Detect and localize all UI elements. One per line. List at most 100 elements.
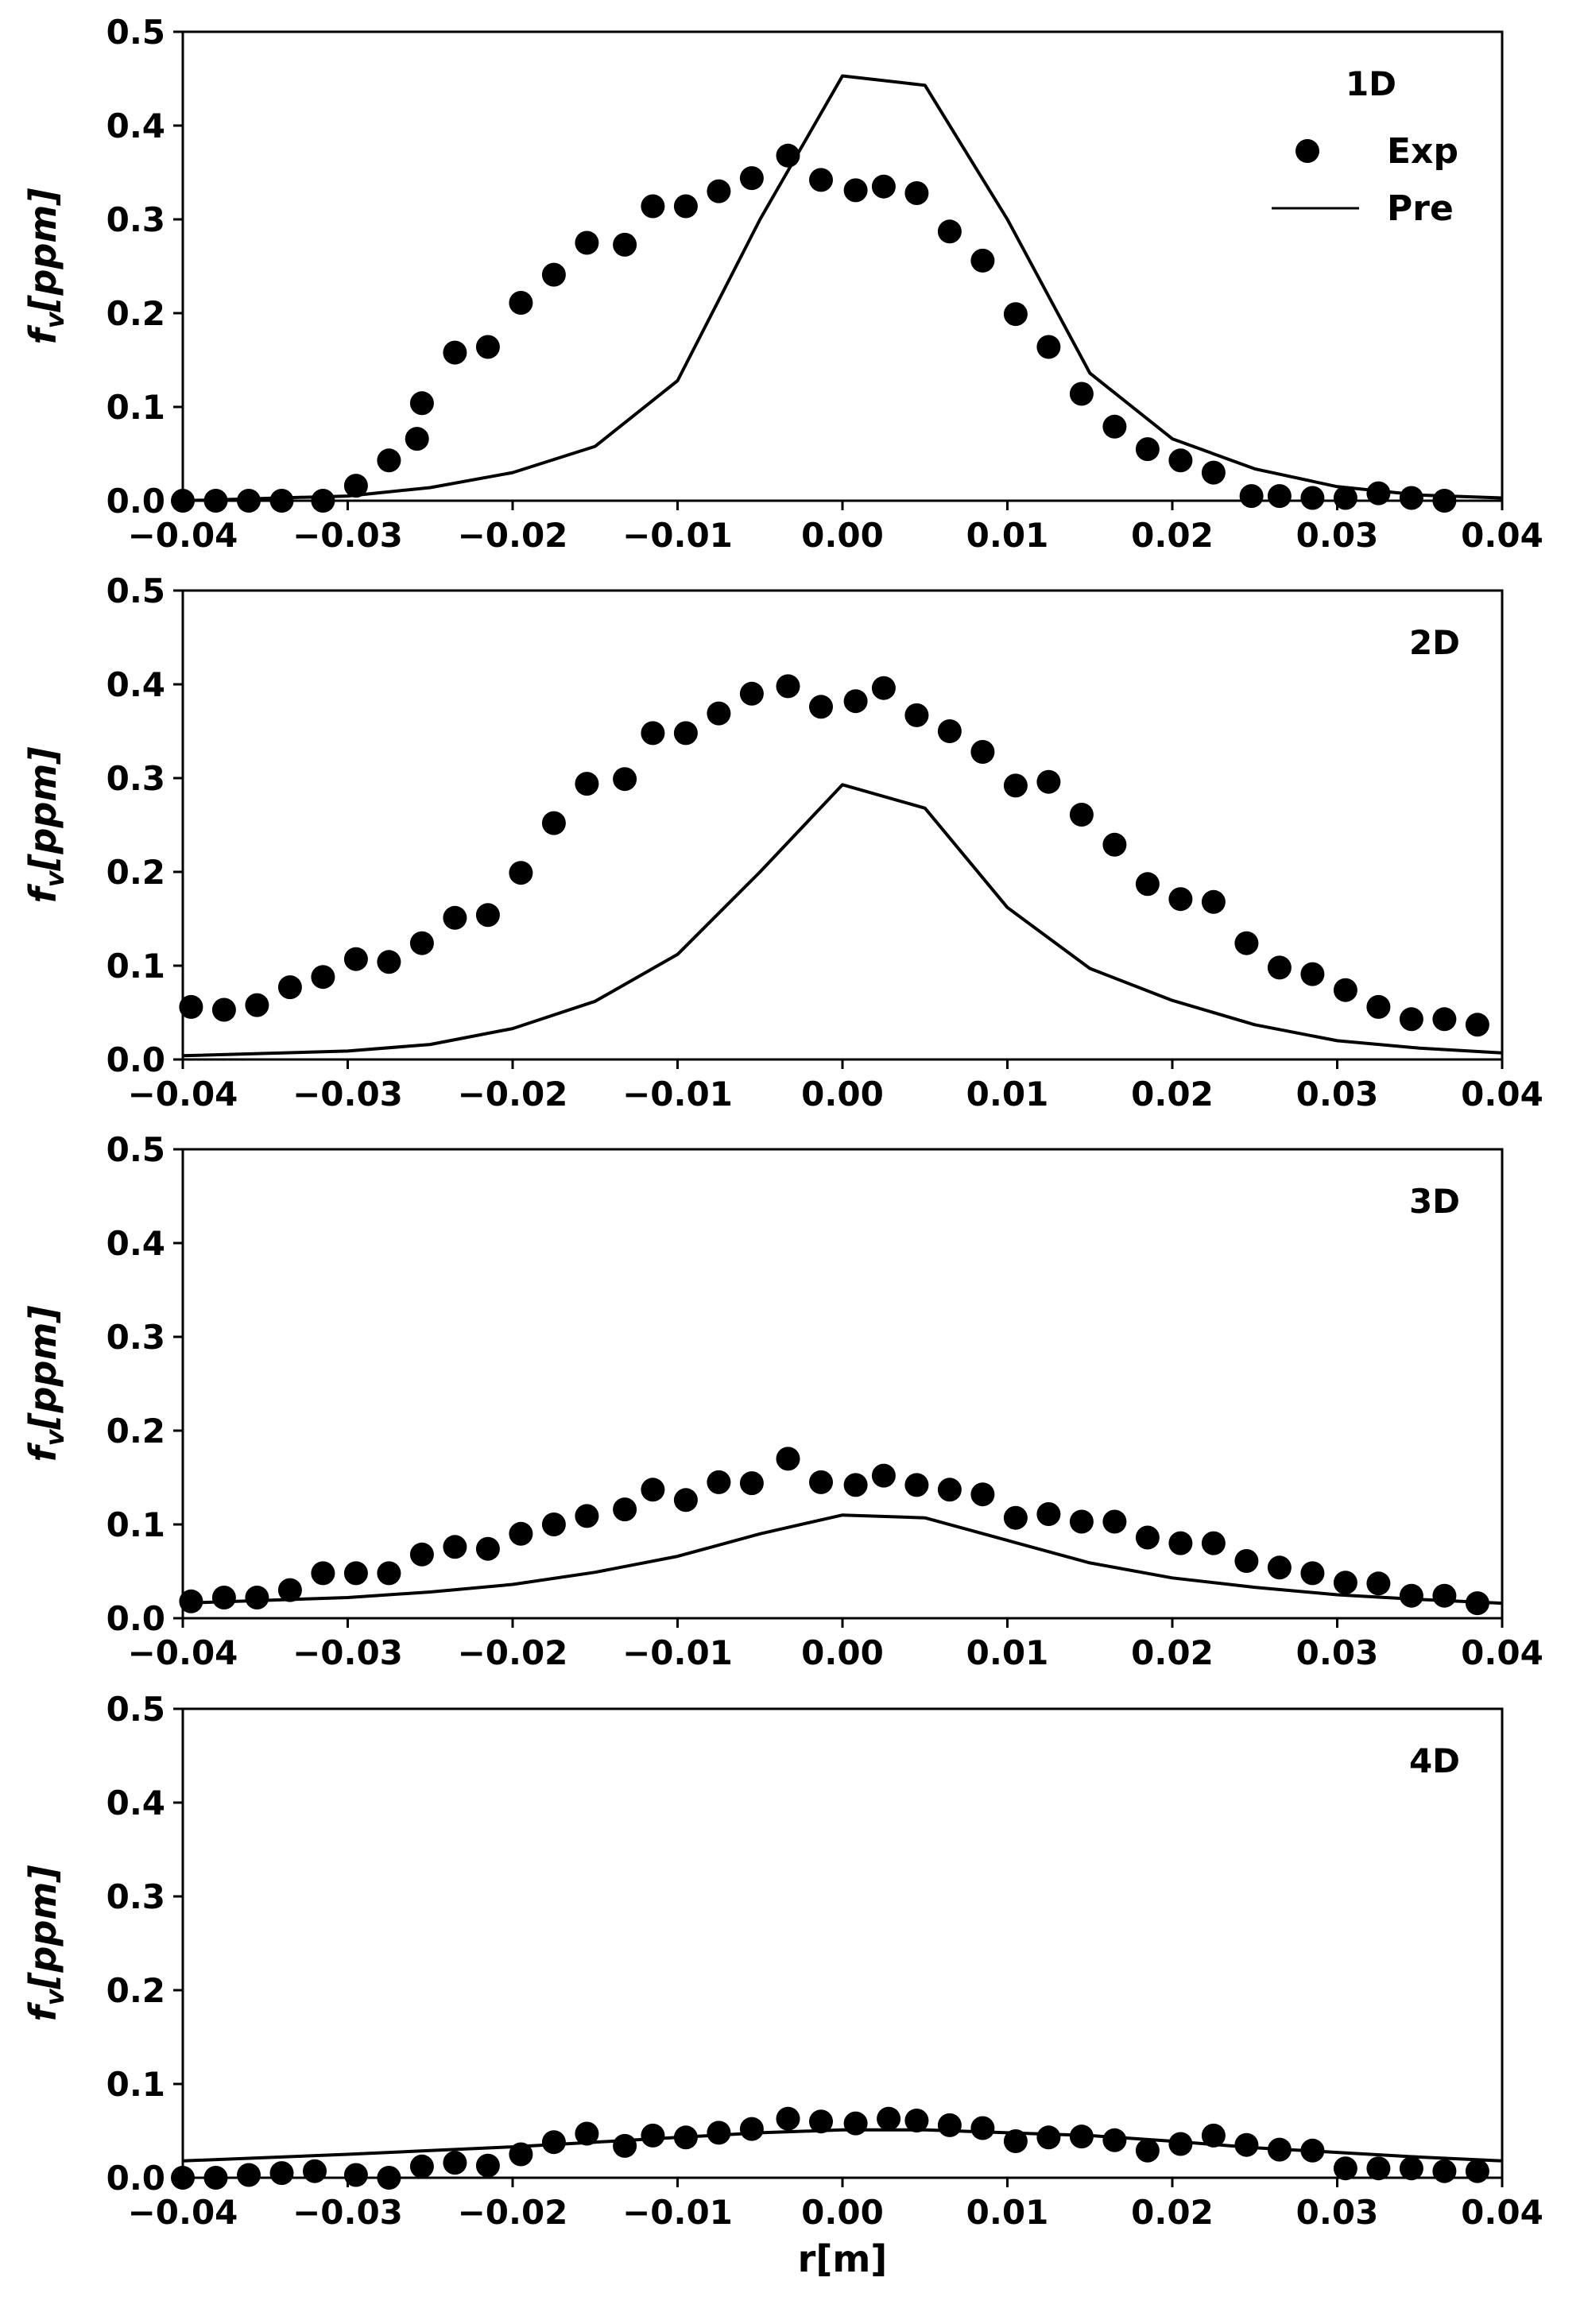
y-tick-label: 0.1 — [107, 388, 165, 427]
x-tick-label: 0.02 — [1131, 1075, 1214, 1114]
x-tick-label: 0.00 — [801, 1633, 884, 1672]
y-tick-label: 0.3 — [107, 1318, 165, 1357]
x-tick-label: −0.04 — [128, 1075, 238, 1114]
data-point-exp — [203, 2166, 228, 2190]
x-tick-label: 0.03 — [1296, 2193, 1379, 2232]
data-point-exp — [1366, 1571, 1391, 1596]
data-point-exp — [377, 2166, 401, 2190]
data-point-exp — [776, 2106, 800, 2131]
y-tick-label: 0.3 — [107, 200, 165, 239]
data-point-exp — [245, 993, 269, 1017]
y-tick-label: 0.4 — [107, 665, 165, 704]
data-point-exp — [1135, 437, 1160, 462]
data-point-exp — [843, 178, 868, 203]
data-point-exp — [405, 427, 429, 451]
plot-frame — [181, 1148, 1504, 1620]
data-point-exp — [1201, 460, 1226, 485]
x-tick-label: −0.02 — [458, 516, 568, 555]
data-point-exp — [1102, 832, 1127, 857]
data-point-exp — [970, 1482, 995, 1507]
data-point-exp — [904, 2109, 929, 2132]
x-tick-label: 0.03 — [1296, 1075, 1379, 1114]
x-tick-label: 0.01 — [966, 2193, 1049, 2232]
data-point-exp — [211, 1586, 236, 1609]
data-point-exp — [707, 2121, 731, 2145]
data-point-exp — [1135, 2138, 1160, 2163]
data-point-exp — [1168, 887, 1193, 912]
data-point-exp — [1102, 2128, 1127, 2152]
x-tick-label: 0.03 — [1296, 516, 1379, 555]
panel-label: 2D — [1409, 623, 1460, 662]
data-point-exp — [1366, 2156, 1391, 2181]
data-point-exp — [707, 179, 731, 203]
y-tick-label: 0.0 — [107, 1040, 165, 1079]
data-point-exp — [409, 2154, 434, 2179]
x-tick-label: 0.03 — [1296, 1633, 1379, 1672]
data-point-exp — [641, 1478, 665, 1502]
data-point-exp — [509, 2142, 533, 2167]
data-point-exp — [739, 1471, 764, 1496]
legend-marker-exp — [1295, 139, 1319, 163]
y-axis-title: fv[ppm] — [21, 747, 70, 904]
data-point-exp — [443, 2151, 467, 2175]
data-point-exp — [970, 248, 995, 273]
x-tick-label: 0.02 — [1131, 516, 1214, 555]
data-point-exp — [1300, 486, 1325, 510]
data-point-exp — [1234, 2132, 1259, 2157]
data-point-exp — [475, 1536, 500, 1561]
data-point-exp — [509, 291, 533, 315]
data-point-exp — [269, 489, 294, 513]
data-point-exp — [1465, 1013, 1489, 1037]
data-point-exp — [1102, 414, 1127, 439]
data-point-exp — [641, 2123, 665, 2148]
data-point-exp — [673, 721, 698, 746]
y-tick-label: 0.5 — [107, 1690, 165, 1729]
x-tick-label: 0.01 — [966, 1633, 1049, 1672]
data-point-exp — [475, 335, 500, 359]
data-point-exp — [1399, 486, 1423, 510]
data-point-exp — [739, 166, 764, 191]
data-point-exp — [1267, 1555, 1292, 1580]
data-point-exp — [1036, 335, 1061, 359]
data-point-exp — [739, 2117, 764, 2141]
data-point-exp — [673, 1488, 698, 1513]
panel-label: 4D — [1409, 1741, 1460, 1780]
data-point-exp — [541, 262, 566, 287]
data-point-exp — [843, 1473, 868, 1497]
data-point-exp — [377, 950, 401, 974]
y-tick-label: 0.4 — [107, 1784, 165, 1822]
data-point-exp — [1168, 1531, 1193, 1555]
data-point-exp — [509, 861, 533, 885]
data-point-exp — [277, 1578, 302, 1602]
x-tick-label: −0.04 — [128, 2193, 238, 2232]
y-tick-label: 0.1 — [107, 1505, 165, 1544]
y-axis-title: fv[ppm] — [21, 1865, 70, 2022]
data-point-exp — [343, 947, 368, 971]
data-point-exp — [575, 2121, 599, 2146]
data-point-exp — [179, 994, 203, 1019]
x-tick-label: −0.03 — [292, 2193, 403, 2232]
data-point-exp — [1135, 872, 1160, 897]
series-line-pre — [182, 783, 1503, 1058]
data-point-exp — [1135, 1525, 1160, 1550]
data-point-exp — [541, 811, 566, 835]
data-point-exp — [475, 903, 500, 928]
data-point-exp — [1003, 1505, 1028, 1530]
data-point-exp — [1300, 962, 1325, 986]
data-point-exp — [377, 448, 401, 473]
data-point-exp — [509, 1521, 533, 1546]
x-axis-title: r[m] — [798, 2237, 888, 2280]
data-point-exp — [475, 2153, 500, 2178]
x-tick-label: −0.02 — [458, 1075, 568, 1114]
data-point-exp — [1300, 1561, 1325, 1586]
y-tick-label: 0.1 — [107, 947, 165, 986]
data-point-exp — [641, 194, 665, 219]
data-point-exp — [343, 474, 368, 498]
data-point-exp — [1239, 484, 1264, 509]
data-point-exp — [809, 695, 833, 719]
data-point-exp — [739, 681, 764, 706]
data-point-exp — [871, 174, 896, 199]
data-point-exp — [613, 1497, 637, 1522]
data-point-exp — [1069, 1509, 1094, 1534]
